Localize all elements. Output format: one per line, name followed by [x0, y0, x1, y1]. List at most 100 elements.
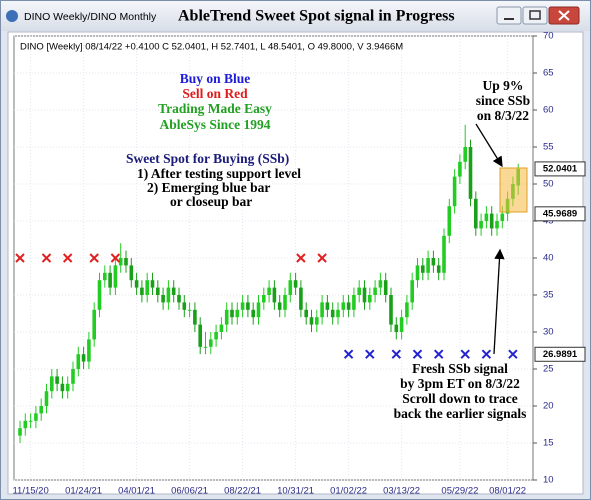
candle-body — [65, 383, 70, 392]
candle-body — [436, 265, 441, 273]
candle-body — [293, 280, 298, 288]
y-tick-label: 25 — [543, 364, 554, 375]
title-bar — [1, 1, 590, 31]
candle-body — [341, 302, 346, 310]
candle-body — [421, 265, 425, 273]
candle-body — [251, 309, 255, 318]
candle-body — [118, 258, 123, 266]
candle-body — [81, 354, 86, 362]
x-marker — [317, 253, 327, 263]
minimize-button[interactable] — [496, 6, 522, 25]
candle-body — [203, 346, 208, 348]
x-tick-label: 01/02/22 — [330, 486, 367, 497]
candle-body — [442, 235, 446, 273]
candle-body — [405, 302, 409, 318]
candle-body — [71, 369, 75, 384]
candle-body — [193, 309, 197, 325]
candle-body — [246, 302, 250, 310]
candle-body — [283, 295, 287, 310]
price-label-box — [534, 346, 586, 362]
candle-body — [18, 428, 22, 436]
candle-body — [500, 213, 505, 221]
candle-body — [134, 280, 139, 288]
candle-body — [315, 317, 319, 325]
x-marker — [412, 349, 423, 359]
candle-body — [368, 295, 372, 303]
candle-body — [378, 280, 383, 288]
window-buttons[interactable] — [496, 6, 580, 25]
candle-body — [325, 302, 330, 310]
y-tick-label: 70 — [543, 31, 554, 42]
candle-body — [267, 287, 271, 295]
candle-body — [474, 198, 478, 229]
candle-body — [362, 287, 367, 303]
candle-body — [166, 287, 171, 303]
candle-body — [383, 280, 388, 295]
y-tick-label: 65 — [543, 68, 554, 79]
x-tick-label: 05/29/22 — [441, 486, 478, 497]
x-marker — [62, 253, 73, 263]
candle-body — [235, 309, 240, 318]
annotation: 2) Emerging blue bar — [147, 180, 270, 195]
price-label-box — [534, 206, 586, 222]
price-label: 52.0401 — [543, 163, 578, 174]
candle-body — [357, 287, 361, 295]
candle-body — [452, 176, 457, 207]
annotation: on 8/3/22 — [477, 108, 529, 123]
y-tick-label: 20 — [543, 401, 554, 412]
candle-body — [463, 147, 467, 162]
close-icon — [558, 10, 570, 21]
candle-body — [352, 295, 356, 310]
candle-body — [262, 295, 266, 303]
candle-body — [479, 221, 483, 229]
candle-body — [288, 280, 293, 295]
candle-body — [415, 265, 420, 281]
candle-body — [209, 339, 213, 347]
annotation: AbleSys Since 1994 — [159, 117, 270, 132]
y-tick-label: 50 — [543, 179, 554, 190]
y-tick-label: 10 — [543, 475, 554, 486]
candle-body — [399, 317, 404, 332]
x-tick-label: 08/22/21 — [224, 486, 261, 497]
price-label: 26.9891 — [543, 349, 578, 360]
price-label-box — [534, 161, 586, 177]
x-tick-label: 03/13/22 — [383, 486, 420, 497]
annotation: Fresh SSb signal — [412, 361, 508, 376]
candle-body — [458, 161, 462, 177]
candle-body — [277, 302, 282, 310]
candle-body — [389, 295, 393, 325]
candle-body — [304, 309, 308, 318]
annotation: Sell on Red — [182, 86, 248, 101]
candle-body — [60, 383, 65, 392]
x-marker — [296, 253, 306, 263]
arrow — [493, 248, 505, 355]
maximize-icon — [529, 10, 541, 20]
annotation: or closeup bar — [170, 194, 252, 209]
header-info: DINO [Weekly] 08/14/22 +0.4100 C 52.0401… — [20, 42, 403, 53]
annotation: Buy on Blue — [180, 71, 251, 86]
y-tick-label: 60 — [543, 105, 554, 116]
candle-body — [39, 406, 43, 414]
window-title: DINO Weekly/DINO Monthly — [24, 11, 157, 23]
candle-body — [87, 339, 91, 362]
y-tick-label: 15 — [543, 438, 554, 449]
candle-body — [484, 213, 489, 221]
x-marker — [481, 349, 492, 359]
maximize-button[interactable] — [522, 6, 548, 25]
y-tick-label: 55 — [543, 142, 554, 153]
candle-body — [447, 206, 452, 236]
candle-body — [198, 324, 202, 347]
candle-body — [214, 332, 218, 340]
candle-body — [219, 324, 224, 332]
candle-body — [224, 309, 229, 325]
candle-body — [373, 287, 377, 295]
annotation: Up 9% — [483, 78, 524, 93]
x-tick-label: 06/06/21 — [171, 486, 208, 497]
x-marker — [89, 253, 99, 263]
candle-body — [108, 272, 112, 288]
y-tick-label: 40 — [543, 253, 554, 264]
chart-title: AbleTrend Sweet Spot signal in Progress — [178, 8, 455, 25]
candle-body — [336, 309, 340, 318]
candle-body — [171, 287, 176, 295]
